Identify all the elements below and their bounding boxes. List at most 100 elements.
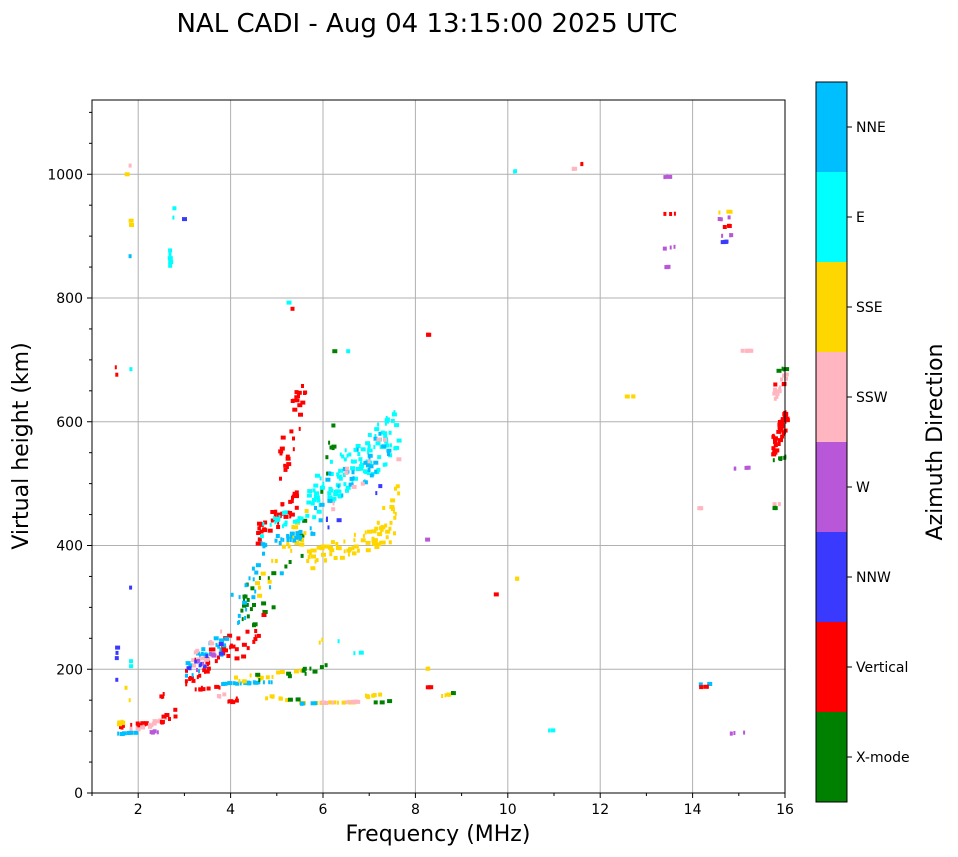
echo-mark-x-mode [246,614,250,619]
colorbar: X-mode Vertical NNW W SSW SSE E NNE [815,81,910,803]
echo-mark-nnw [115,645,121,650]
echo-mark-vertical [185,682,188,687]
echo-mark-e [365,441,371,446]
echo-mark-e [391,412,397,417]
echo-mark-nne [200,651,204,656]
echo-mark-e [387,419,390,424]
echo-mark-ssw [772,391,778,396]
colorbar-swatch-nnw [816,532,847,622]
echo-mark-nne [262,551,265,556]
echo-mark-sse [285,698,290,703]
echo-mark-vertical [161,694,165,699]
echo-mark-vertical [184,679,188,684]
echo-mark-x-mode [262,610,268,614]
echo-mark-vertical [267,528,273,533]
echo-mark-vertical [280,435,286,440]
echo-mark-ssw [220,629,223,634]
echo-mark-nne [348,482,354,487]
echo-mark-nnw [326,516,328,521]
echo-mark-sse [311,548,317,553]
echo-mark-nne [235,681,240,686]
echo-mark-vertical [221,648,225,653]
echo-mark-w [196,659,200,663]
echo-mark-sse [320,544,326,549]
echo-mark-w [665,174,668,179]
echo-mark-vertical [191,678,196,683]
colorbar-swatch-x-mode [816,712,847,802]
echo-mark-sse [117,720,121,725]
echo-mark-ssw [152,719,157,724]
echo-mark-nne [387,452,390,457]
echo-mark-x-mode [784,367,790,372]
echo-mark-sse [385,529,391,534]
echo-mark-sse [290,548,293,553]
echo-mark-nne [232,681,236,686]
echo-mark-e [281,524,284,529]
echo-mark-vertical [204,669,206,674]
echo-mark-nne [368,464,374,469]
echo-mark-nne [310,531,316,536]
echo-mark-e [514,169,517,174]
colorbar-label: Azimuth Direction [923,343,948,540]
echo-mark-e [385,417,390,422]
echo-mark-e [343,482,347,487]
echo-mark-vertical [425,685,431,690]
echo-mark-e [350,459,353,464]
echo-mark-vertical [256,633,261,638]
echo-mark-sse [321,637,324,642]
echo-mark-vertical [727,223,731,228]
echo-mark-sse [286,541,290,546]
echo-mark-e [168,263,173,268]
echo-mark-sse [444,693,447,698]
echo-mark-ssw [783,372,789,377]
echo-mark-nne [121,731,127,736]
echo-mark-ssw [135,726,138,731]
echo-mark-vertical [235,696,238,701]
echo-mark-nnw [129,585,133,590]
echo-mark-e [259,534,264,539]
echo-mark-vertical [285,456,291,461]
echo-mark-vertical [298,426,301,431]
echo-mark-e [382,462,386,467]
echo-mark-ssw [355,699,361,704]
echo-mark-x-mode [772,458,775,463]
echo-mark-sse [274,559,278,563]
echo-mark-vertical [256,531,262,535]
echo-mark-vertical [168,717,171,721]
colorbar-swatch-nne [816,82,847,172]
echo-mark-vertical [285,454,290,459]
echo-mark-sse [353,538,356,543]
echo-mark-vertical [115,372,119,377]
echo-mark-e [338,476,343,481]
echo-mark-sse [265,675,270,680]
echo-mark-sse [300,538,305,543]
echo-mark-e [380,430,385,435]
echo-mark-e [314,491,320,496]
colorbar-tick-label: Vertical [856,660,908,676]
echo-mark-sse [329,548,335,553]
echo-mark-sse [382,506,386,510]
echo-mark-sse [388,526,392,531]
echo-mark-e [262,521,265,526]
echo-mark-ssw [324,701,329,705]
echo-mark-nne [239,681,242,686]
echo-mark-vertical [777,442,781,446]
echo-mark-e [342,473,346,477]
echo-mark-x-mode [782,367,785,372]
echo-mark-sse [515,576,520,581]
echo-mark-x-mode [245,602,249,607]
echo-mark-sse [371,529,377,534]
echo-mark-sse [353,544,359,549]
echo-mark-vertical [783,414,788,419]
echo-mark-e [351,459,356,464]
echo-mark-vertical [292,407,298,412]
echo-mark-x-mode [267,576,270,581]
echo-mark-vertical [297,394,300,399]
echo-mark-vertical [206,666,211,671]
echo-mark-e [313,494,317,499]
echo-mark-vertical [257,537,262,542]
echo-mark-e [358,650,364,655]
echo-mark-sse [729,209,733,214]
echo-mark-nne [378,431,382,436]
echo-mark-ssw [782,373,787,378]
